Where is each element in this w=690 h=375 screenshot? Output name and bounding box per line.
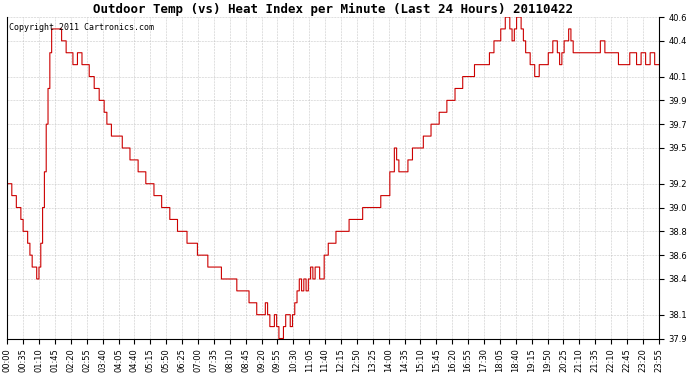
Text: Copyright 2011 Cartronics.com: Copyright 2011 Cartronics.com [8,24,154,33]
Title: Outdoor Temp (vs) Heat Index per Minute (Last 24 Hours) 20110422: Outdoor Temp (vs) Heat Index per Minute … [93,3,573,16]
